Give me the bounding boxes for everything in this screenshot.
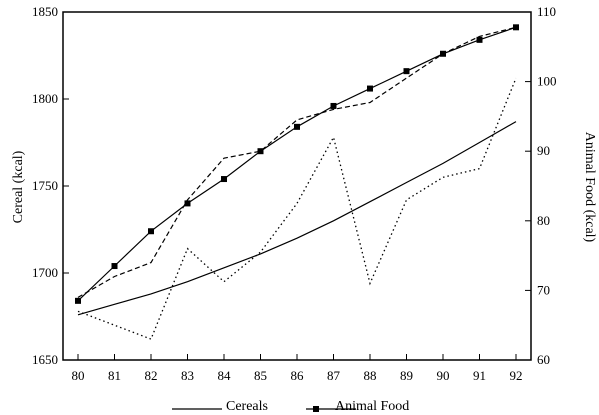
legend-animal-food-marker [313,406,319,412]
series-line-dotted-left [77,77,517,340]
x-tick-label: 89 [400,368,413,383]
plot-border [62,11,532,361]
series-line-animal-food [77,26,517,302]
series-line-cereals [77,121,517,316]
left-y-tick-label: 1800 [32,91,58,106]
right-y-axis: 60 70 80 90 100 110 [525,4,557,367]
right-y-tick-label: 90 [537,143,550,158]
series-lines [75,24,519,340]
x-tick-label: 82 [145,368,158,383]
series-point-animal-food [476,36,483,43]
x-tick-label: 87 [327,368,341,383]
right-axis-title: Animal Food (kcal) [582,132,597,243]
right-y-tick-label: 110 [537,4,556,19]
left-y-tick-label: 1850 [32,4,58,19]
x-tick-label: 83 [181,368,194,383]
left-axis-title: Cereal (kcal) [11,150,26,223]
series-point-animal-food [257,148,264,155]
left-y-tick-label: 1750 [32,178,58,193]
series-point-animal-food [403,68,410,75]
right-y-tick-label: 70 [537,282,550,297]
x-tick-label: 91 [473,368,486,383]
right-y-tick-label: 100 [537,74,557,89]
series-point-animal-food [111,263,118,270]
series-point-animal-food [367,85,373,92]
x-tick-label: 80 [72,368,85,383]
left-y-tick-label: 1650 [32,352,58,367]
legend-cereals-label: Cereals [226,399,268,414]
left-y-tick-label: 1700 [32,265,58,280]
left-y-axis: 1650 1700 1750 1800 1850 [32,4,69,367]
series-point-animal-food [221,176,227,183]
right-y-tick-label: 60 [537,352,550,367]
x-tick-label: 92 [510,368,523,383]
x-tick-label: 86 [291,368,305,383]
x-tick-label: 81 [108,368,121,383]
x-axis: 80 81 82 83 84 85 86 87 88 89 90 91 92 [72,354,523,383]
series-point-animal-food [75,297,81,304]
x-tick-label: 84 [218,368,232,383]
series-point-animal-food [148,228,154,235]
series-point-animal-food [294,123,300,130]
legend-animal-food-label: Animal Food [335,399,409,414]
series-line-dashed-right [77,26,517,298]
legend: Cereals Animal Food [172,399,409,414]
plot-frame [62,11,532,361]
x-tick-label: 88 [364,368,377,383]
x-tick-label: 85 [254,368,267,383]
series-point-animal-food [184,200,191,207]
x-tick-label: 90 [437,368,450,383]
series-point-animal-food [513,24,519,31]
right-y-tick-label: 80 [537,213,550,228]
series-point-animal-food [330,102,337,109]
